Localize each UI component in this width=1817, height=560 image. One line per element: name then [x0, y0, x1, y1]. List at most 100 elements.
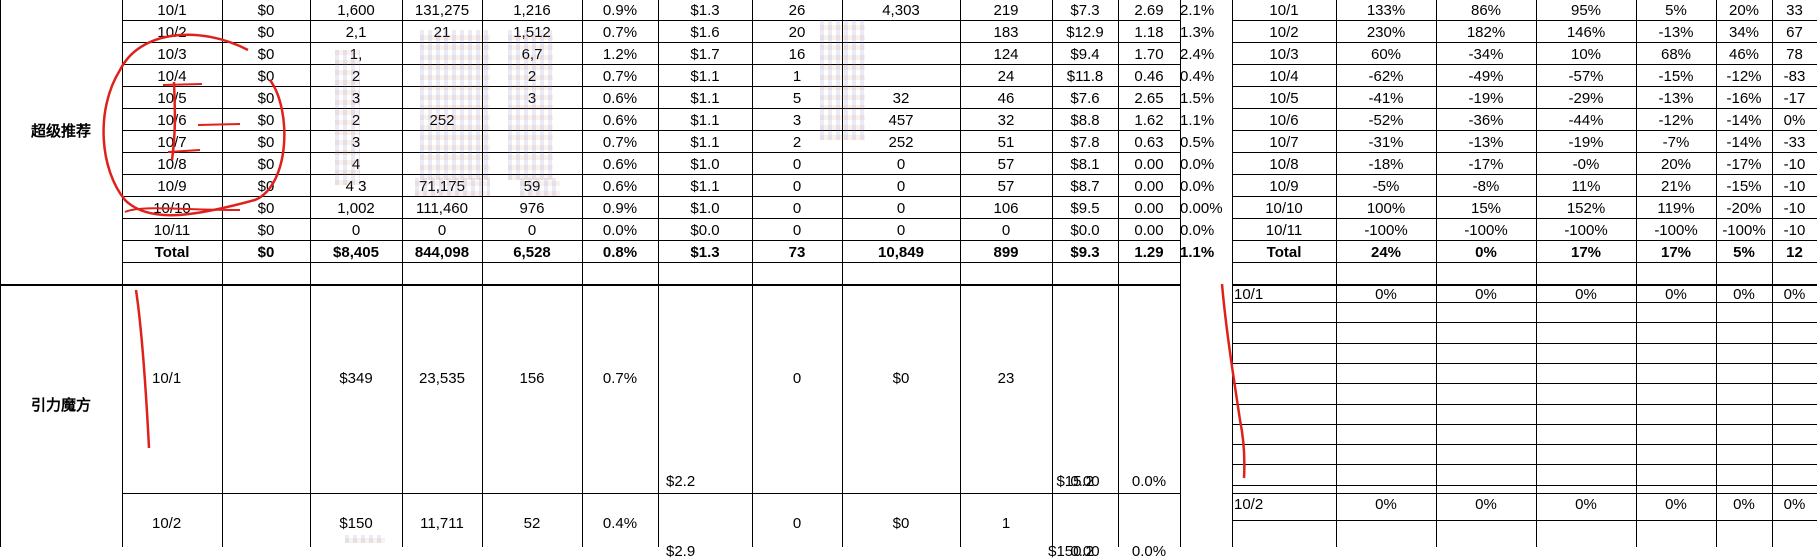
table-cell: 0	[896, 178, 906, 195]
table-cell: 2	[310, 69, 402, 84]
table-cell: 0.0%	[602, 222, 638, 239]
right-cell: 11%	[1571, 178, 1601, 195]
right-cell: 67	[1786, 24, 1803, 41]
right-cell: 20%	[1660, 156, 1692, 173]
table-cell: 0	[527, 222, 537, 239]
table-cell: 1.2%	[602, 46, 638, 63]
grid-line	[1232, 108, 1817, 109]
right-cell: -29%	[1568, 90, 1604, 107]
grid-line	[122, 64, 1180, 65]
right-cell: 152%	[1566, 200, 1606, 217]
right-cell: 10/4	[1269, 68, 1299, 85]
grid-line	[1232, 302, 1817, 303]
table-cell: $0	[257, 46, 275, 63]
grid-line	[1232, 285, 1817, 286]
right-cell: -19%	[1568, 134, 1604, 151]
grid-line	[1232, 262, 1817, 263]
table-cell: 0.0%	[1180, 178, 1215, 195]
grid-line	[1636, 0, 1637, 547]
table-cell: 0	[437, 222, 447, 239]
table-cell: $0	[257, 112, 275, 129]
grid-line	[1232, 362, 1817, 364]
table-cell: $0	[257, 24, 275, 41]
grid-line	[1232, 42, 1817, 43]
cell: 23	[997, 370, 1015, 387]
grid-line	[1772, 0, 1773, 547]
right-cell: -12%	[1726, 68, 1762, 85]
table-cell: $0	[257, 90, 275, 107]
right-cell: 33	[1786, 2, 1803, 19]
table-cell: 0.6%	[602, 178, 638, 195]
redaction-pixelation	[520, 178, 560, 196]
grid-line	[842, 0, 843, 547]
table-cell: 32	[997, 112, 1015, 129]
cell-spend: $150	[339, 515, 373, 532]
table-cell: 2.65	[1134, 90, 1164, 107]
right-cell: 10/1	[1269, 2, 1299, 19]
table-cell: 4	[310, 157, 402, 172]
table-cell: 3	[310, 91, 402, 106]
grid-line	[122, 196, 1180, 197]
table-cell: $7.8	[1070, 134, 1100, 151]
cell-impressions: 23,535	[419, 370, 465, 387]
table-cell: 2	[310, 113, 402, 128]
table-cell: 0.9%	[602, 200, 638, 217]
right-cell: 86%	[1470, 2, 1502, 19]
right-cell: -100%	[1564, 222, 1608, 239]
right-cell: -83	[1783, 68, 1806, 85]
table-cell: 0	[792, 156, 802, 173]
redaction-pixelation	[335, 50, 360, 185]
total-cell: 6,528	[513, 244, 551, 261]
grid-line	[122, 152, 1180, 153]
cell-cpc: $2.2	[666, 473, 696, 490]
right-cell: 10/9	[1269, 178, 1299, 195]
grid-line	[1232, 64, 1817, 65]
table-cell: 4,303	[882, 2, 920, 19]
table-cell: $0	[257, 178, 275, 195]
table-cell: 10/10	[153, 200, 191, 217]
table-cell: 0	[792, 200, 802, 217]
redaction-pixelation	[420, 30, 490, 180]
table-cell: $8.8	[1070, 112, 1100, 129]
table-cell: 46	[997, 90, 1015, 107]
grid-line	[122, 20, 1180, 21]
right-cell: 0%	[1475, 496, 1497, 513]
right-cell: 0%	[1665, 496, 1687, 513]
table-cell: 2.4%	[1180, 46, 1215, 63]
table-cell: $1.1	[690, 112, 720, 129]
table-cell: 0	[1001, 222, 1011, 239]
right-cell: 10/11	[1265, 222, 1303, 239]
grid-line	[310, 0, 311, 547]
table-cell: 1,512	[482, 25, 582, 40]
table-cell: 0.4%	[1180, 68, 1215, 85]
table-cell: 0.63	[1134, 134, 1164, 151]
table-cell: 252	[402, 113, 482, 128]
group-label-super-recommend: 超级推荐	[30, 123, 91, 140]
table-cell: 1,600	[337, 2, 375, 19]
table-cell: 0.0%	[1180, 222, 1215, 239]
grid-line	[222, 0, 223, 547]
table-cell: 10/9	[157, 178, 187, 195]
table-cell: 10/11	[153, 222, 191, 239]
table-cell: 26	[788, 2, 806, 19]
table-cell: 0.0%	[1180, 156, 1215, 173]
table-cell: 0.00	[1134, 200, 1164, 217]
right-cell: 60%	[1370, 46, 1402, 63]
total-cell: $8,405	[333, 244, 379, 261]
grid-line	[1232, 484, 1817, 486]
right-total-cell: 17%	[1570, 244, 1602, 261]
right-cell: -44%	[1568, 112, 1604, 129]
grid-line	[122, 108, 1180, 109]
grid-line	[1232, 240, 1817, 241]
right-cell: -19%	[1468, 90, 1504, 107]
right-cell: 10/6	[1269, 112, 1299, 129]
right-cell: -52%	[1368, 112, 1404, 129]
right-cell: -12%	[1658, 112, 1694, 129]
total-cell: 1.29	[1134, 244, 1164, 261]
right-cell: -20%	[1726, 200, 1762, 217]
right-total-cell: 0%	[1475, 244, 1497, 261]
right-cell: 78	[1786, 46, 1803, 63]
right-cell: 34%	[1728, 24, 1760, 41]
right-cell: -10	[1783, 178, 1806, 195]
table-cell: 0.5%	[1180, 134, 1215, 151]
